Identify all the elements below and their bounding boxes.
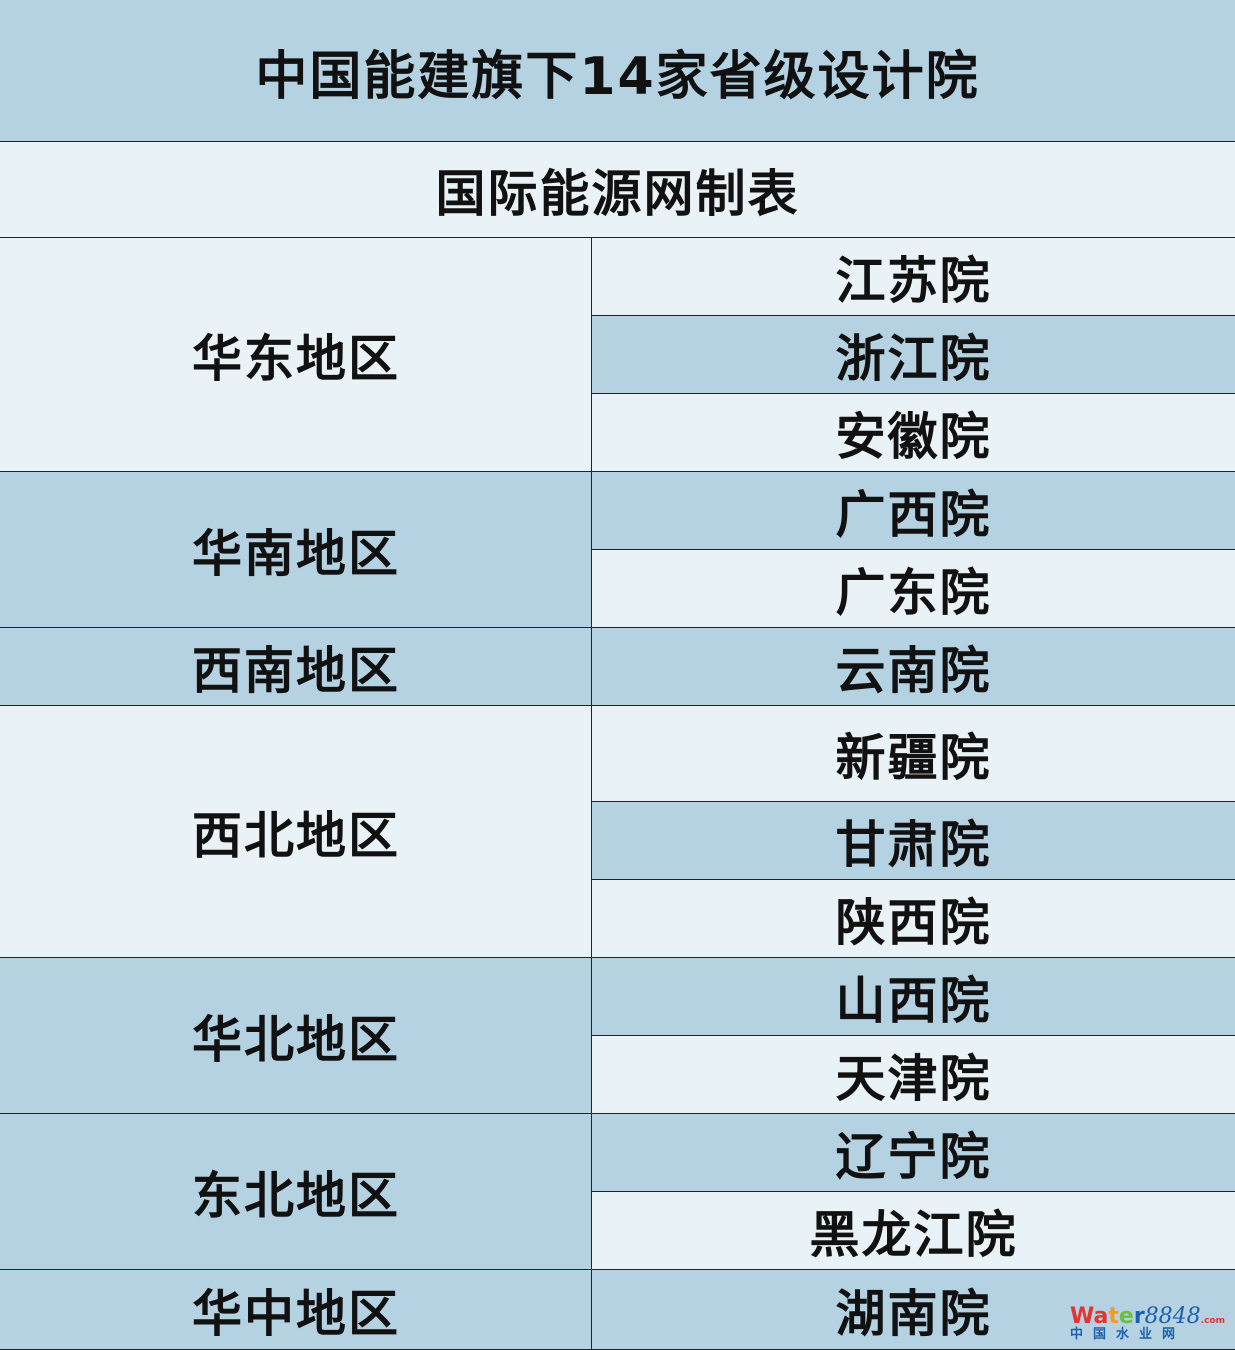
- institute-cell: 新疆院: [591, 705, 1235, 803]
- watermark-logo: Water8848.com 中国水业网: [1070, 1304, 1225, 1342]
- region-cell: 东北地区: [0, 1113, 593, 1271]
- region-cell: 西南地区: [0, 627, 593, 707]
- institute-cell: 广东院: [591, 549, 1235, 629]
- institute-cell: 陕西院: [591, 879, 1235, 959]
- region-cell: 华北地区: [0, 957, 593, 1115]
- institute-cell: 江苏院: [591, 237, 1235, 317]
- institute-cell: 天津院: [591, 1035, 1235, 1115]
- institute-cell: 甘肃院: [591, 801, 1235, 881]
- institute-cell: 湖南院: [591, 1269, 1235, 1350]
- institute-cell: 辽宁院: [591, 1113, 1235, 1193]
- region-cell: 华东地区: [0, 237, 593, 473]
- table-subtitle: 国际能源网制表: [0, 141, 1235, 239]
- table-title: 中国能建旗下14家省级设计院: [0, 0, 1235, 143]
- region-cell: 华南地区: [0, 471, 593, 629]
- institute-cell: 山西院: [591, 957, 1235, 1037]
- institute-cell: 云南院: [591, 627, 1235, 707]
- institute-cell: 广西院: [591, 471, 1235, 551]
- region-cell: 华中地区: [0, 1269, 593, 1350]
- institute-cell: 黑龙江院: [591, 1191, 1235, 1271]
- region-cell: 西北地区: [0, 705, 593, 959]
- institute-cell: 安徽院: [591, 393, 1235, 473]
- institute-cell: 浙江院: [591, 315, 1235, 395]
